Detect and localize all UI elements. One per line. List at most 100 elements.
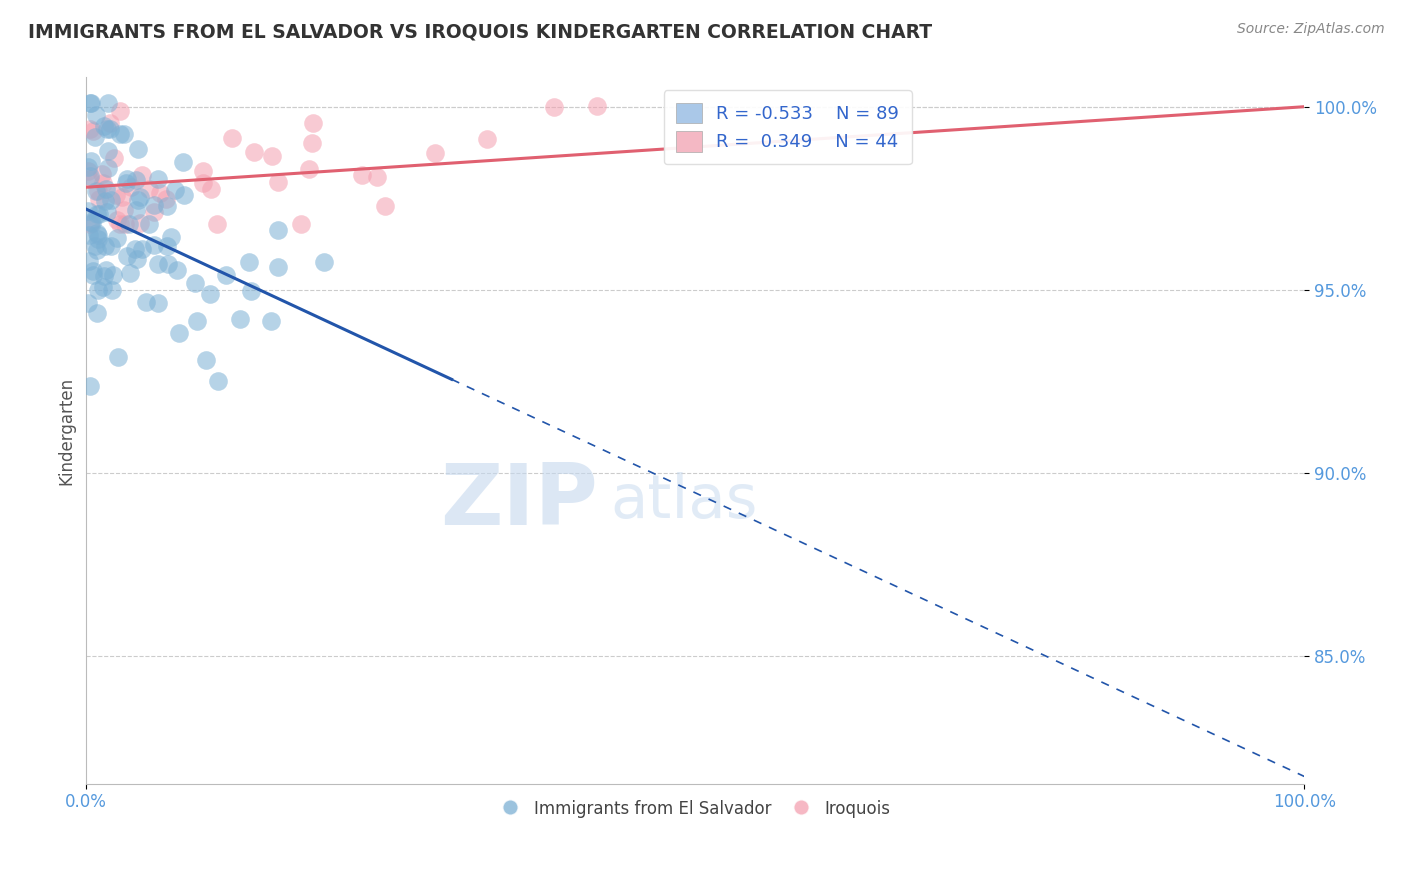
Point (131, 242, 153, 256)
Point (149, 186, 172, 201)
Point (80, 153, 103, 168)
Point (193, 164, 215, 178)
Point (266, 175, 288, 189)
Point (142, 237, 165, 252)
Point (191, 176, 214, 190)
Point (312, 255, 335, 269)
Point (159, 230, 181, 244)
Point (76, 163, 98, 178)
Point (155, 192, 177, 206)
Point (77, 227, 100, 242)
Point (79, 217, 101, 231)
Point (184, 277, 207, 291)
Point (82, 124, 104, 138)
Point (240, 284, 263, 298)
Text: IMMIGRANTS FROM EL SALVADOR VS IROQUOIS KINDERGARTEN CORRELATION CHART: IMMIGRANTS FROM EL SALVADOR VS IROQUOIS … (28, 22, 932, 41)
Point (86, 207, 108, 221)
Point (118, 217, 141, 231)
Point (475, 132, 498, 146)
Point (96, 263, 118, 277)
Point (423, 146, 446, 161)
Point (142, 205, 165, 219)
Point (138, 218, 160, 232)
Point (89, 207, 111, 221)
Point (100, 193, 122, 207)
Point (105, 230, 128, 244)
Point (76, 296, 98, 310)
Point (77, 204, 100, 219)
Point (262, 149, 284, 163)
Point (215, 268, 238, 282)
Point (103, 268, 125, 282)
Point (128, 190, 150, 204)
Point (120, 180, 142, 194)
Y-axis label: Kindergarten: Kindergarten (58, 376, 75, 484)
Point (166, 263, 188, 277)
Point (115, 249, 138, 263)
Point (108, 103, 131, 118)
Point (86, 243, 108, 257)
Point (198, 287, 221, 301)
Point (93, 268, 115, 283)
Point (90, 167, 112, 181)
Point (260, 314, 283, 328)
Point (229, 311, 252, 326)
Point (108, 128, 131, 142)
Point (87, 284, 110, 298)
Point (243, 145, 266, 159)
Point (111, 190, 134, 204)
Point (366, 170, 388, 185)
Point (131, 168, 153, 182)
Point (290, 217, 312, 231)
Point (76, 160, 98, 174)
Point (96, 205, 118, 219)
Point (267, 260, 290, 274)
Point (194, 352, 217, 367)
Point (148, 171, 170, 186)
Point (79, 96, 101, 111)
Point (374, 199, 396, 213)
Point (186, 314, 208, 328)
Point (96, 181, 118, 195)
Point (100, 121, 122, 136)
Point (97, 144, 120, 158)
Point (146, 295, 169, 310)
Point (87, 184, 110, 198)
Point (298, 161, 321, 176)
Point (107, 350, 129, 364)
Point (127, 194, 149, 208)
Point (238, 255, 260, 269)
Point (98, 116, 121, 130)
Point (112, 127, 135, 141)
Point (103, 151, 125, 165)
Point (267, 223, 290, 237)
Point (79, 215, 101, 229)
Point (138, 182, 160, 196)
Point (118, 266, 141, 280)
Point (146, 257, 169, 271)
Point (87, 228, 110, 243)
Point (79, 379, 101, 393)
Point (207, 374, 229, 388)
Point (108, 217, 131, 231)
Point (221, 131, 243, 145)
Point (173, 188, 195, 202)
Point (93, 119, 115, 133)
Point (87, 232, 110, 246)
Point (125, 202, 148, 217)
Point (91, 280, 114, 294)
Point (77, 254, 100, 268)
Point (129, 216, 152, 230)
Point (84, 184, 107, 198)
Point (124, 242, 146, 256)
Text: ZIP: ZIP (440, 459, 598, 542)
Point (585, 99, 607, 113)
Point (165, 183, 187, 197)
Point (543, 100, 565, 114)
Point (142, 198, 165, 212)
Point (79, 121, 101, 136)
Point (97, 96, 120, 111)
Point (352, 169, 374, 183)
Point (125, 252, 148, 266)
Point (115, 172, 138, 186)
